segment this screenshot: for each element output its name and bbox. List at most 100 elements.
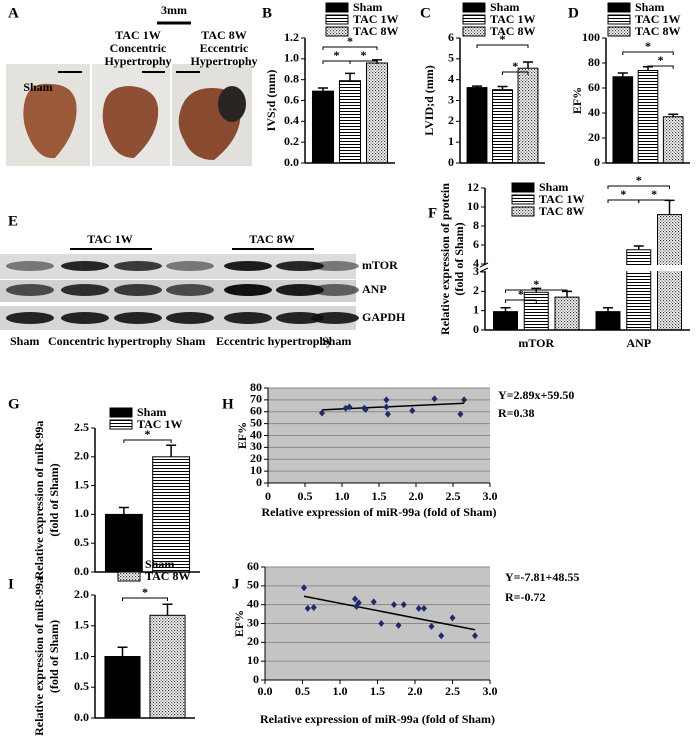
y-tick-label: 0.0: [284, 155, 299, 169]
x-tick-label: 0.5: [298, 489, 313, 503]
y-tick-label: 0: [448, 155, 454, 169]
legend-swatch: [109, 407, 133, 418]
bar: [554, 296, 580, 331]
data-point: [346, 403, 353, 411]
legend-label: TAC 1W: [353, 12, 398, 26]
y-axis-label: (fold of Sham): [452, 222, 466, 295]
y-axis-label: Relative expression of protein: [438, 183, 452, 335]
y-tick-label: 60: [247, 559, 259, 573]
x-tick-label: 1.0: [333, 684, 348, 698]
y-tick-label: 0.0: [74, 710, 89, 724]
y-tick-label: 60: [250, 404, 262, 418]
x-tick-label: 3.0: [483, 489, 498, 503]
y-tick-label: 1.0: [74, 648, 89, 662]
x-axis-label: Relative expression of miR-99a (fold of …: [260, 712, 495, 726]
y-axis-label: EF%: [232, 610, 246, 637]
blot-band: [311, 312, 359, 324]
y-tick-label: 20: [250, 451, 262, 465]
blot-band: [6, 284, 54, 296]
y-tick-label: 1.0: [284, 51, 299, 65]
y-tick-label: 30: [247, 615, 259, 629]
bar: [365, 62, 389, 164]
data-point: [355, 599, 362, 607]
bar: [152, 456, 191, 573]
x-tick-label: 0.5: [295, 684, 310, 698]
blot-band: [61, 312, 109, 324]
y-tick-label: 20: [247, 634, 259, 648]
legend-swatch: [607, 26, 631, 37]
legend-label: TAC 1W: [137, 417, 182, 431]
error-bar: [472, 85, 482, 88]
protein-label: ANP: [362, 282, 387, 296]
legend-label: TAC 1W: [635, 12, 680, 26]
significance-bracket: [123, 439, 172, 443]
bar: [626, 249, 652, 331]
y-tick-label: 100: [582, 30, 600, 44]
data-point: [383, 396, 390, 404]
y-tick-label: 2.0: [74, 587, 89, 601]
legend-swatch: [462, 26, 486, 37]
panel-label: H: [222, 396, 234, 412]
significance-bracket: [349, 60, 378, 64]
y-tick-label: 6: [448, 30, 454, 44]
y-tick-label: 0: [256, 475, 262, 489]
legend-swatch: [511, 206, 535, 217]
blot-band: [276, 312, 324, 324]
y-axis-label: Relative expression of miR-99a: [32, 577, 46, 736]
blot-band: [311, 284, 359, 296]
bar: [104, 656, 141, 719]
legend-swatch: [511, 182, 535, 193]
y-tick-label: 50: [247, 578, 259, 592]
blot-band: [224, 261, 272, 271]
bar: [637, 70, 659, 164]
heart: [102, 86, 159, 158]
significance-label: *: [500, 32, 506, 46]
y-tick-label: 80: [588, 55, 600, 69]
y-tick-label: 0.0: [74, 564, 89, 578]
legend-label: TAC 1W: [539, 192, 584, 206]
legend-label: Sham: [539, 180, 568, 194]
error-bar: [500, 307, 511, 312]
y-tick-label: 0.6: [284, 92, 299, 106]
panel-label: A: [8, 5, 19, 21]
legend-label: TAC 8W: [145, 569, 190, 583]
significance-label: *: [658, 53, 664, 67]
axis-break: [481, 265, 690, 271]
panel-label: D: [568, 5, 579, 21]
data-point: [428, 622, 435, 630]
significance-label: *: [518, 287, 524, 301]
x-axis-label: Relative expression of miR-99a (fold of …: [261, 505, 496, 519]
blot-band: [311, 261, 359, 271]
error-bar: [162, 603, 173, 616]
y-tick-label: 1.2: [284, 30, 299, 44]
legend-swatch: [117, 559, 141, 570]
data-point: [438, 632, 445, 640]
blot-band: [61, 261, 109, 271]
y-tick-label: 0.5: [74, 535, 89, 549]
x-tick-label: 1.5: [370, 684, 385, 698]
legend-swatch: [109, 419, 133, 430]
y-tick-label: 2: [473, 283, 479, 297]
group-label: Hypertrophy: [104, 54, 171, 68]
x-tick-label: 2.5: [446, 489, 461, 503]
data-point: [431, 395, 438, 403]
y-axis-label: EF%: [570, 87, 584, 114]
x-tick-label: 2.0: [409, 489, 424, 503]
data-point: [472, 632, 478, 640]
significance-bracket: [607, 185, 670, 189]
data-point: [378, 620, 385, 627]
panel-e: E TAC 1W TAC 8W mTOR ANP GAPDH Sham Conc…: [0, 213, 406, 348]
bar: [466, 87, 488, 164]
bar: [149, 614, 186, 719]
bar: [311, 90, 335, 164]
significance-bracket: [638, 199, 670, 203]
fit-line: [303, 595, 476, 631]
x-tick-label: 0: [265, 489, 271, 503]
significance-label: *: [645, 39, 651, 53]
legend-label: Sham: [145, 557, 174, 571]
data-point: [362, 405, 369, 413]
y-axis-label: Relative expression of miR-99a: [32, 421, 46, 580]
panel-label: C: [420, 5, 431, 21]
group-label: Sham: [23, 80, 52, 94]
blot-band: [166, 312, 214, 324]
